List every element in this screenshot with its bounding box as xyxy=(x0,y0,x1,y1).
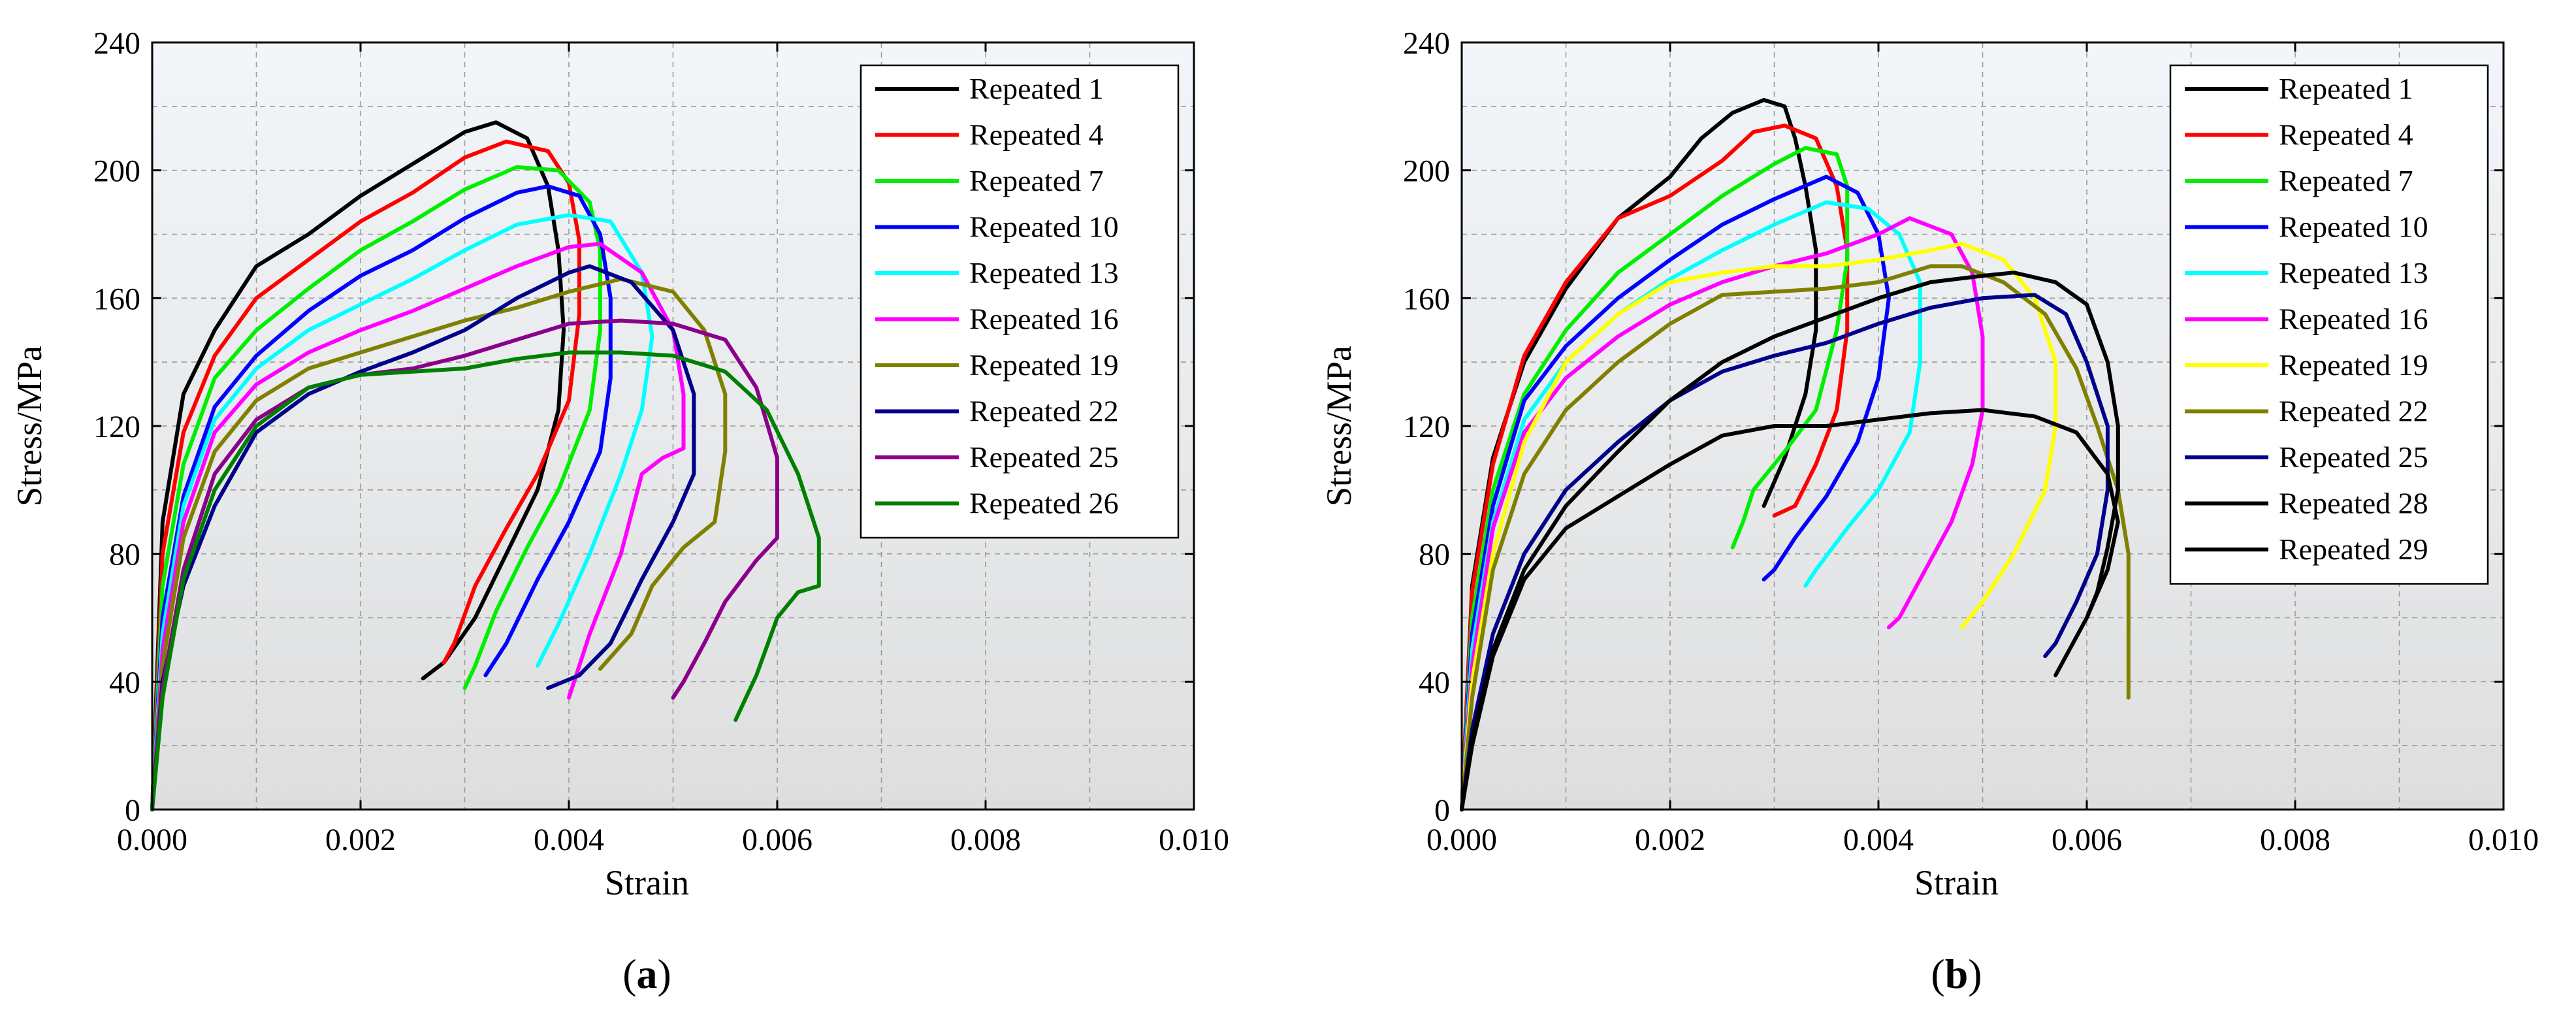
series-line-repeated-22 xyxy=(1460,264,2131,811)
series-line-repeated-29 xyxy=(1460,408,2120,811)
series-line-repeated-10 xyxy=(1460,174,1891,811)
legend-label: Repeated 4 xyxy=(2279,118,2413,152)
series-line-repeated-7 xyxy=(1460,146,1850,811)
legend-label: Repeated 26 xyxy=(969,487,1119,520)
legend-label: Repeated 4 xyxy=(969,118,1104,152)
y-tick-label: 80 xyxy=(109,538,140,572)
series-line-repeated-10 xyxy=(150,184,613,811)
y-tick-label: 80 xyxy=(1419,538,1450,572)
chart-panel-a: 0.000 0.002 0.004 0.006 0.008 0.010 0 40 80 120 16… xyxy=(10,26,1229,997)
legend: Repeated 1 Repeated 4 Repeated 7 Repeated 1… xyxy=(860,64,1180,539)
series-line-repeated-4 xyxy=(150,139,581,811)
x-axis-title: Strain xyxy=(605,863,689,902)
x-tick-label: 0.006 xyxy=(2052,823,2122,857)
y-tick-label: 200 xyxy=(93,154,140,189)
y-tick-label: 120 xyxy=(93,410,140,444)
series-line-repeated-1 xyxy=(150,120,566,811)
legend-label: Repeated 19 xyxy=(969,348,1119,382)
y-tick-label: 40 xyxy=(1419,665,1450,700)
x-tick-label: 0.008 xyxy=(950,823,1021,857)
series-line-repeated-28 xyxy=(1460,270,2120,811)
legend-label: Repeated 10 xyxy=(969,210,1119,244)
legend-label: Repeated 1 xyxy=(2279,72,2413,105)
y-axis-title: Stress/MPa xyxy=(10,346,49,506)
series-group xyxy=(1460,98,2131,811)
series-line-repeated-7 xyxy=(150,165,602,811)
panel-label: (a) xyxy=(622,951,671,997)
y-tick-label: 240 xyxy=(93,26,140,61)
x-tick-label: 0.004 xyxy=(534,823,604,857)
y-tick-label: 0 xyxy=(125,793,140,828)
legend-label: Repeated 19 xyxy=(2279,348,2428,382)
series-line-repeated-19 xyxy=(1460,242,2058,811)
legend-label: Repeated 13 xyxy=(2279,256,2428,289)
y-tick-label: 240 xyxy=(1403,26,1450,61)
series-line-repeated-13 xyxy=(1460,200,1922,811)
y-tick-label: 0 xyxy=(1434,793,1450,828)
legend-label: Repeated 16 xyxy=(2279,303,2428,336)
series-line-repeated-25 xyxy=(150,318,779,811)
x-tick-label: 0.002 xyxy=(1635,823,1705,857)
series-line-repeated-16 xyxy=(150,242,686,811)
x-tick-label: 0.010 xyxy=(2468,823,2539,857)
chart-panel-b: 0.000 0.002 0.004 0.006 0.008 0.010 0 40 80 120 16… xyxy=(1319,26,2539,997)
legend-label: Repeated 10 xyxy=(2279,210,2428,244)
y-axis-title: Stress/MPa xyxy=(1319,346,1359,506)
x-tick-label: 0.000 xyxy=(1426,823,1497,857)
series-line-repeated-25 xyxy=(1460,293,2110,811)
legend-label: Repeated 28 xyxy=(2279,487,2428,520)
x-tick-label: 0.004 xyxy=(1843,823,1914,857)
series-line-repeated-19 xyxy=(150,277,728,811)
legend-label: Repeated 13 xyxy=(969,256,1119,289)
x-tick-label: 0.006 xyxy=(742,823,813,857)
legend-label: Repeated 1 xyxy=(969,72,1104,105)
legend-label: Repeated 25 xyxy=(969,440,1119,474)
x-tick-label: 0.008 xyxy=(2260,823,2330,857)
y-tick-label: 200 xyxy=(1403,154,1450,189)
series-group xyxy=(150,120,821,811)
legend-label: Repeated 29 xyxy=(2279,533,2428,566)
legend-label: Repeated 22 xyxy=(2279,395,2428,428)
legend-label: Repeated 16 xyxy=(969,303,1119,336)
legend-label: Repeated 7 xyxy=(969,164,1104,197)
x-tick-label: 0.002 xyxy=(325,823,396,857)
y-tick-label: 160 xyxy=(1403,282,1450,316)
legend-box xyxy=(2169,64,2489,585)
series-line-repeated-4 xyxy=(1460,123,1850,811)
legend-label: Repeated 22 xyxy=(969,395,1119,428)
legend-label: Repeated 7 xyxy=(2279,164,2413,197)
series-line-repeated-26 xyxy=(150,350,821,811)
series-line-repeated-22 xyxy=(150,264,696,811)
y-tick-label: 160 xyxy=(93,282,140,316)
legend: Repeated 1 Repeated 4 Repeated 7 Repeated 1… xyxy=(2169,64,2489,585)
series-line-repeated-13 xyxy=(150,213,654,811)
x-axis-title: Strain xyxy=(1914,863,1999,902)
panel-label: (b) xyxy=(1931,951,1982,997)
y-tick-label: 40 xyxy=(109,665,140,700)
y-tick-label: 120 xyxy=(1403,410,1450,444)
x-tick-label: 0.000 xyxy=(117,823,187,857)
legend-label: Repeated 25 xyxy=(2279,440,2428,474)
x-tick-label: 0.010 xyxy=(1159,823,1229,857)
